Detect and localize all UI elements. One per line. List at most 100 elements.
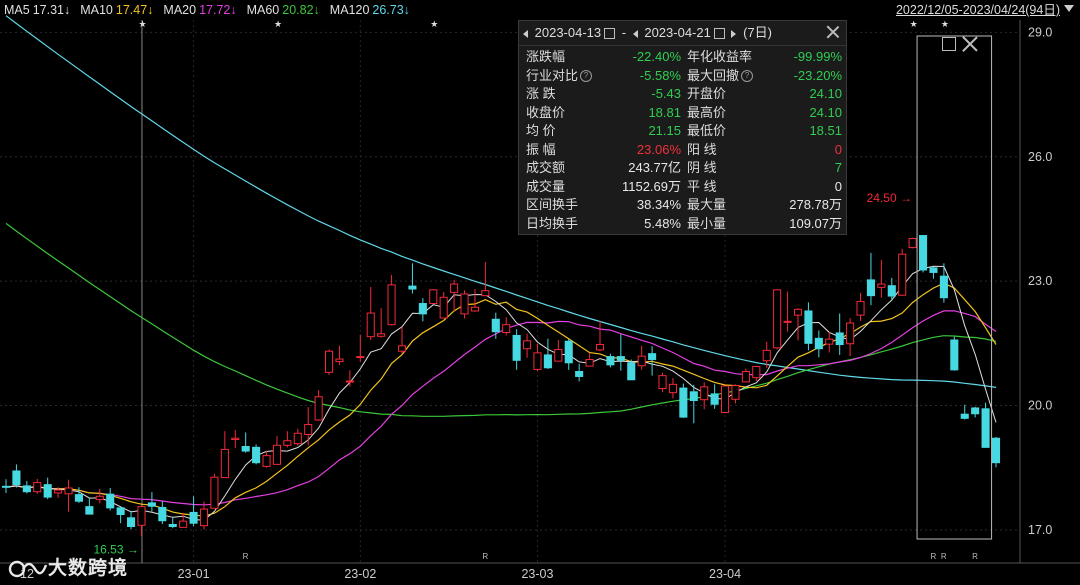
stat-value: 0 [834, 178, 842, 194]
candle-body [689, 391, 698, 402]
event-marker: R [972, 552, 978, 561]
next-date-icon[interactable] [731, 29, 737, 38]
stat-value: -5.43 [651, 86, 681, 101]
stat-value: -23.20% [793, 67, 842, 83]
stat-label: 成交额 [526, 160, 566, 175]
stat-label: 阴 线 [687, 160, 717, 175]
stat-label: 收盘价 [526, 104, 566, 120]
candle-body [293, 432, 302, 445]
candle-body [856, 300, 865, 316]
price-annotation: 16.53 → [93, 542, 138, 556]
ma-legend-ma5[interactable]: MA5 17.31↓ [4, 3, 74, 17]
candle-body [33, 482, 42, 493]
ma-label: MA120 [329, 3, 370, 17]
ma-label: MA60 [246, 3, 280, 17]
candle-body [731, 385, 740, 400]
prev-date-icon[interactable] [632, 29, 638, 38]
stat-label: 平 线 [687, 178, 717, 194]
candle-body [450, 283, 459, 293]
ma-legend-ma10[interactable]: MA10 17.47↓ [80, 3, 157, 17]
candle-body [304, 424, 313, 436]
y-tick-label: 20.0 [1028, 398, 1052, 412]
stat-value: 278.78万 [789, 197, 842, 212]
event-marker: ★ [910, 20, 918, 30]
days-count: (7日) [743, 25, 772, 40]
stat-value: -5.58% [639, 67, 681, 83]
stat-label: 最大回撤? [687, 67, 754, 86]
start-date[interactable]: 2023-04-13 [534, 25, 602, 40]
stat-value: 7 [834, 160, 842, 175]
y-tick-label: 29.0 [1028, 25, 1052, 39]
ma-legend-ma120[interactable]: MA120 26.73↓ [330, 3, 414, 17]
chevron-down-icon[interactable] [1064, 5, 1074, 12]
help-icon[interactable]: ? [741, 70, 754, 83]
window-icon[interactable] [942, 37, 956, 51]
ma120-line [5, 15, 997, 388]
candle-body [919, 235, 928, 271]
candle-body [22, 485, 31, 493]
candle-body [470, 306, 479, 312]
ma-value: 20.82↓ [282, 3, 320, 17]
ma-legend-ma60[interactable]: MA60 20.82↓ [247, 3, 324, 17]
candle-body [241, 446, 250, 452]
help-icon[interactable]: ? [580, 70, 593, 83]
candle-body [179, 520, 188, 528]
stat-label: 最低价 [687, 123, 727, 138]
candle-body [793, 308, 803, 316]
stat-label: 日均换手 [526, 215, 579, 231]
close-icon[interactable] [826, 25, 840, 39]
candle-body [950, 339, 959, 371]
candle-body [595, 344, 605, 351]
candle-body [418, 303, 427, 315]
ma20-line [5, 310, 997, 506]
candle-body [1, 485, 11, 488]
end-date[interactable]: 2023-04-21 [644, 25, 711, 40]
event-marker: R [243, 552, 249, 561]
stat-label: 最小量 [687, 215, 727, 231]
candle-body [585, 358, 594, 367]
candle-body [116, 507, 125, 516]
candle-body [491, 318, 500, 333]
candle-body [377, 333, 386, 337]
candle-body [606, 356, 615, 366]
candle-body [898, 253, 907, 296]
close-icon[interactable] [962, 36, 978, 52]
candle-body [804, 310, 813, 344]
stat-value: 21.15 [648, 123, 681, 138]
event-marker: R [482, 552, 488, 561]
stat-value: 5.48% [644, 215, 681, 231]
date-separator: - [621, 25, 627, 40]
stat-label: 涨 跌 [526, 86, 556, 101]
candle-body [877, 283, 886, 288]
ma-value: 17.47↓ [115, 3, 154, 17]
candle-body [533, 352, 542, 370]
candle-body [502, 324, 511, 334]
candle-body [335, 358, 344, 363]
stat-value: 243.77亿 [628, 160, 681, 175]
stat-value: 24.10 [809, 104, 842, 120]
stat-label: 最高价 [687, 104, 727, 120]
stat-label: 成交量 [526, 178, 566, 194]
ma-value: 17.72↓ [199, 3, 237, 17]
stat-value: 23.06% [636, 141, 681, 157]
candle-body [74, 494, 83, 502]
period-label[interactable]: 2022/12/05-2023/04/24(94日) [895, 3, 1060, 17]
stat-label: 阳 线 [687, 141, 717, 157]
calendar-icon[interactable] [713, 28, 725, 40]
candle-body [960, 413, 969, 419]
stat-label: 区间换手 [526, 197, 579, 212]
ma-legend-ma20[interactable]: MA20 17.72↓ [163, 3, 240, 17]
stat-label: 振 幅 [526, 141, 556, 157]
stat-value: -99.99% [793, 49, 842, 64]
y-tick-label: 26.0 [1028, 150, 1052, 164]
candle-body [106, 493, 115, 509]
calendar-icon[interactable] [604, 28, 616, 40]
candle-body [543, 354, 552, 369]
price-annotation: 24.50 → [867, 191, 912, 205]
candle-body [554, 349, 563, 362]
candle-body [262, 455, 271, 467]
logo-text: 大数跨境 [48, 558, 129, 579]
prev-date-icon[interactable] [523, 29, 528, 38]
ma-value: 26.73↓ [372, 3, 410, 17]
stat-value: -22.40% [632, 49, 681, 64]
